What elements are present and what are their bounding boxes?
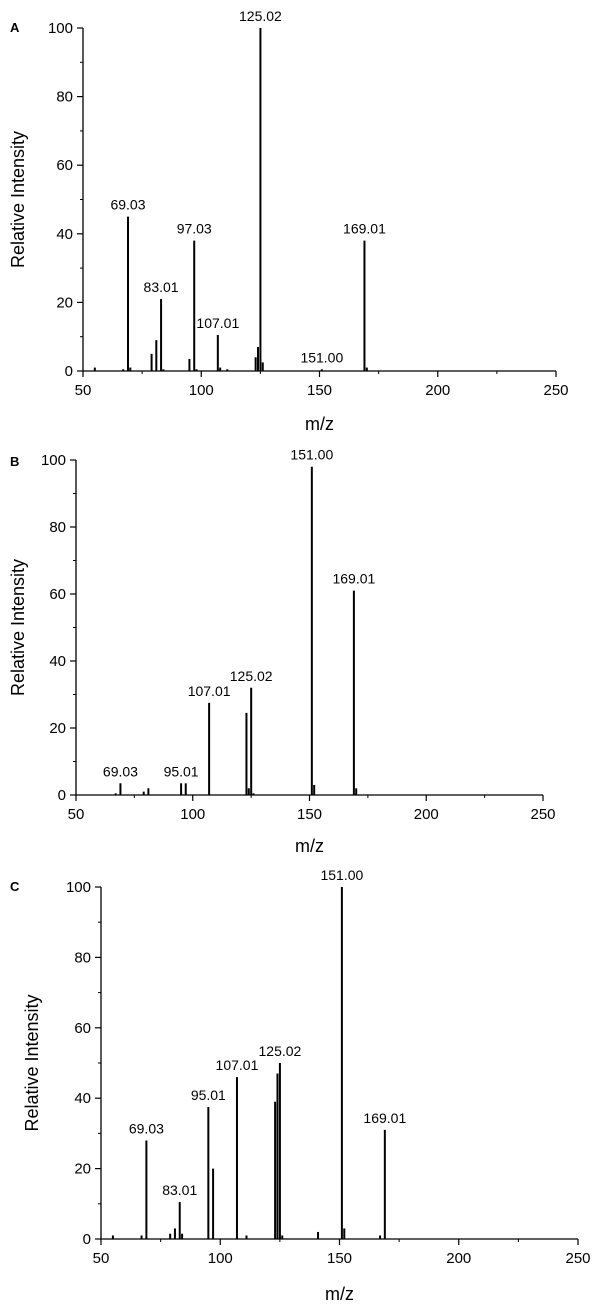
y-tick-label: 40 bbox=[56, 226, 73, 243]
y-axis-title: Relative Intensity bbox=[8, 559, 28, 696]
x-tick-label: 250 bbox=[565, 1250, 590, 1267]
peak-label: 69.03 bbox=[103, 763, 138, 779]
peak-label: 69.03 bbox=[110, 197, 145, 213]
peak-label: 125.02 bbox=[239, 8, 282, 24]
y-tick-label: 40 bbox=[74, 1090, 91, 1107]
x-tick-label: 100 bbox=[189, 382, 214, 399]
x-tick-label: 50 bbox=[75, 382, 92, 399]
x-tick-label: 200 bbox=[446, 1250, 471, 1267]
peak-label: 95.01 bbox=[191, 1087, 226, 1103]
peak-label: 83.01 bbox=[162, 1182, 197, 1198]
y-tick-label: 40 bbox=[49, 653, 66, 670]
y-tick-label: 60 bbox=[56, 157, 73, 174]
panel-letter: C bbox=[10, 879, 20, 894]
x-tick-label: 200 bbox=[425, 382, 450, 399]
chart-panel-b: B 0 20 40 60 80 100 50 100 150 200 250 m/z Relative I… bbox=[8, 447, 556, 856]
y-axis-title: Relative Intensity bbox=[8, 131, 28, 268]
y-tick-label: 20 bbox=[74, 1161, 91, 1178]
peak-label: 125.02 bbox=[230, 668, 273, 684]
panel-letter: B bbox=[10, 454, 19, 469]
y-tick-label: 20 bbox=[56, 294, 73, 311]
x-tick-label: 100 bbox=[208, 1250, 233, 1267]
panel-letter: A bbox=[10, 20, 20, 35]
peak-label: 97.03 bbox=[177, 221, 212, 237]
y-tick-label: 80 bbox=[74, 949, 91, 966]
peak-label: 151.00 bbox=[290, 447, 333, 463]
y-tick-label: 100 bbox=[66, 879, 91, 896]
chart-panel-a: A 0 20 40 60 80 100 50 100 150 200 250 m/z Relative I… bbox=[8, 8, 569, 434]
y-axis-title: Relative Intensity bbox=[22, 994, 42, 1131]
x-axis-title: m/z bbox=[305, 414, 334, 434]
peak-label: 151.00 bbox=[320, 867, 363, 883]
x-tick-label: 50 bbox=[93, 1250, 110, 1267]
peak-label: 83.01 bbox=[144, 279, 179, 295]
y-tick-label: 60 bbox=[74, 1020, 91, 1037]
y-tick-label: 20 bbox=[49, 720, 66, 737]
y-tick-label: 60 bbox=[49, 586, 66, 603]
x-tick-label: 50 bbox=[68, 806, 85, 823]
y-tick-label: 100 bbox=[41, 452, 66, 469]
peak-label: 107.01 bbox=[216, 1057, 259, 1073]
peak-label: 107.01 bbox=[196, 315, 239, 331]
x-tick-label: 150 bbox=[307, 382, 332, 399]
peak-label: 169.01 bbox=[332, 571, 375, 587]
y-tick-label: 100 bbox=[48, 20, 73, 37]
x-tick-label: 150 bbox=[327, 1250, 352, 1267]
peak-label: 95.01 bbox=[164, 763, 199, 779]
peak-label: 169.01 bbox=[343, 221, 386, 237]
x-axis-title: m/z bbox=[295, 836, 324, 856]
x-tick-label: 200 bbox=[414, 806, 439, 823]
x-tick-label: 250 bbox=[543, 382, 568, 399]
peak-label: 107.01 bbox=[188, 683, 231, 699]
peak-label: 151.00 bbox=[300, 349, 343, 365]
y-tick-label: 80 bbox=[56, 89, 73, 106]
x-tick-label: 250 bbox=[530, 806, 555, 823]
y-tick-label: 0 bbox=[83, 1231, 91, 1248]
peak-label: 125.02 bbox=[259, 1043, 302, 1059]
peak-label: 169.01 bbox=[363, 1110, 406, 1126]
x-tick-label: 150 bbox=[297, 806, 322, 823]
x-tick-label: 100 bbox=[180, 806, 205, 823]
y-tick-label: 80 bbox=[49, 519, 66, 536]
x-axis-title: m/z bbox=[325, 1284, 354, 1304]
chart-panel-c: C 0 20 40 60 80 100 50 100 150 200 250 m/z Relative I… bbox=[10, 867, 591, 1304]
peak-label: 69.03 bbox=[129, 1120, 164, 1136]
y-tick-label: 0 bbox=[65, 363, 73, 380]
y-tick-label: 0 bbox=[58, 787, 66, 804]
